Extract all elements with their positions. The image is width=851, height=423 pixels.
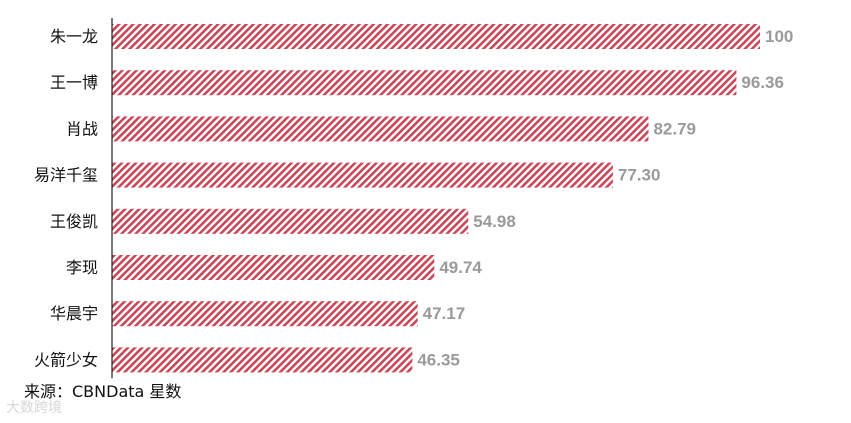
value-label: 46.35 (417, 350, 460, 369)
value-labels: 100 96.36 82.79 77.30 54.98 49.74 47.17 46.35 (417, 27, 793, 369)
category-label: 华晨宇 (50, 304, 98, 323)
value-label: 49.74 (439, 258, 482, 277)
bar (112, 116, 649, 142)
bar (112, 347, 413, 373)
category-label: 王一博 (50, 73, 98, 92)
bar (112, 301, 418, 327)
bar (112, 24, 760, 49)
watermark-logo: 大数跨境 (6, 400, 62, 416)
value-label: 82.79 (653, 119, 696, 138)
category-label: 王俊凯 (50, 212, 98, 231)
category-label: 李现 (66, 258, 98, 277)
bar (112, 70, 737, 96)
source-note: 来源：CBNData 星数 (24, 382, 182, 401)
bars-layer (112, 24, 760, 373)
bar (112, 208, 469, 234)
category-label: 肖战 (66, 119, 98, 138)
value-label: 96.36 (741, 73, 784, 92)
value-label: 54.98 (473, 212, 516, 231)
category-label: 易洋千玺 (34, 166, 98, 185)
category-label: 朱一龙 (50, 27, 98, 46)
value-label: 47.17 (423, 304, 466, 323)
value-label: 100 (765, 27, 793, 46)
value-label: 77.30 (618, 166, 661, 185)
bar (112, 255, 435, 280)
category-label: 火箭少女 (34, 350, 98, 369)
bar (112, 162, 613, 188)
